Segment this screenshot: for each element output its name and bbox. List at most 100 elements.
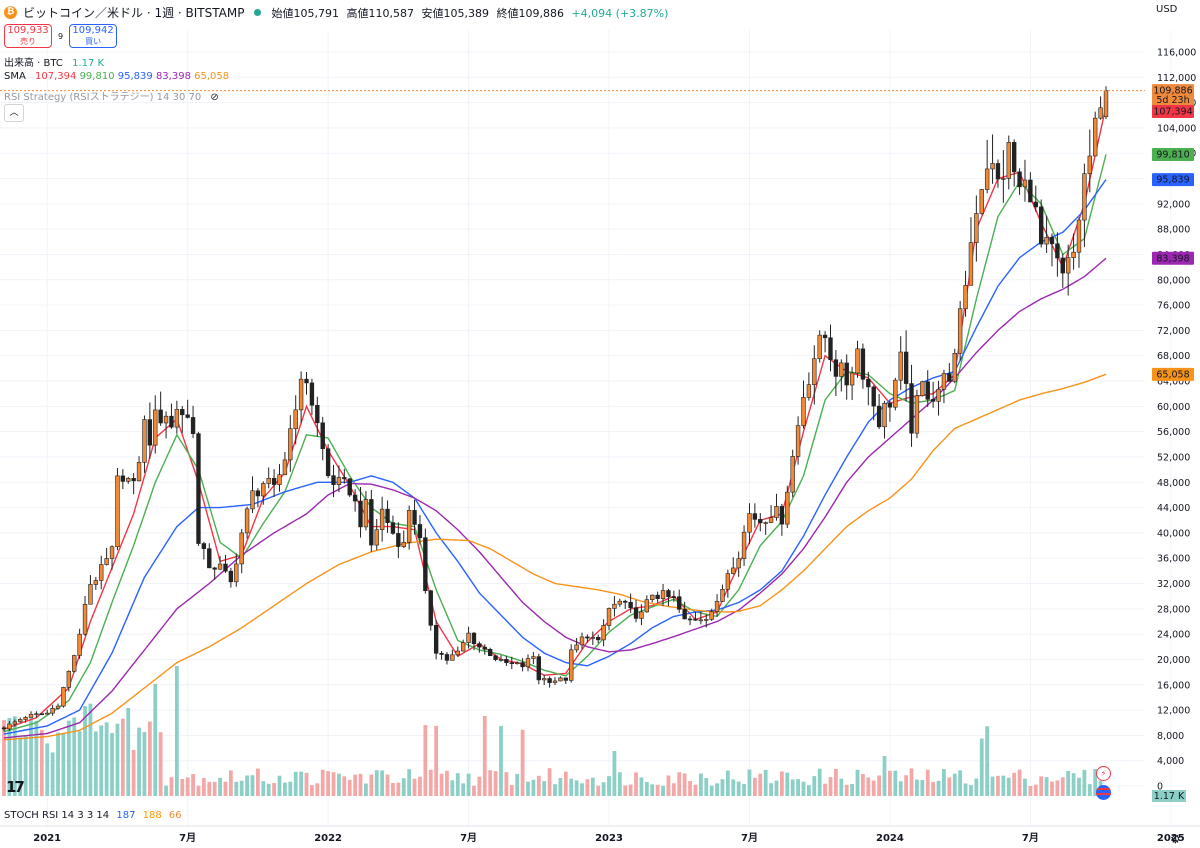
symbol-title[interactable]: ビットコイン／米ドル · 1週 · BITSTAMP [23,6,245,20]
candle-down [1049,237,1055,245]
candle-up [542,678,547,681]
price-tick-label: 20,000 [1157,655,1190,666]
time-axis[interactable]: 20217月20227月20237月20247月20257月 [0,825,1200,844]
volume-bar [1006,777,1011,796]
candle-down [304,378,309,384]
sma-3-tag [1152,173,1194,187]
candle-up [601,625,606,641]
currency-label[interactable]: USD [1156,4,1178,15]
price-tick-label: 60,000 [1157,402,1190,413]
volume-bar [996,775,1000,796]
volume-bar [758,773,763,796]
candle-down [930,399,936,402]
candlesticks [1,86,1109,732]
volume-bar [661,785,665,796]
candle-down [352,494,358,502]
volume-bar [623,785,628,796]
volume-bar [666,775,671,796]
candle-down [509,662,514,664]
candle-up [153,409,158,446]
candle-down [158,409,163,424]
chart-icons: ⚡ [1096,766,1111,800]
us-flag-icon[interactable] [1096,785,1111,800]
volume-bar [969,785,973,796]
time-tick-label: 2025 [1157,833,1185,844]
candle-up [1071,251,1076,258]
candle-up [460,642,466,652]
candle-up [531,656,536,659]
candle-down [120,475,126,482]
eye-hidden-icon[interactable]: ⊘ [210,92,219,103]
candle-up [266,478,271,484]
volume-bar [153,683,158,796]
candle-up [1044,237,1049,245]
sell-button[interactable]: 109,933 売り [4,24,52,48]
rsi-strategy-legend[interactable]: RSI Strategy (RSIストラテジー) 14 30 70 ⊘ [4,88,219,103]
volume-bar [77,731,82,796]
volume-bar [272,783,276,796]
volume-bar [596,785,601,796]
volume-bar [1033,784,1038,796]
price-tick-label: 16,000 [1157,680,1190,691]
volume-bar [617,772,622,796]
candle-down [358,500,363,528]
candle-up [34,713,39,716]
candle-down [412,510,417,525]
candle-up [763,522,768,524]
gear-icon[interactable]: ⚙ [1170,832,1181,846]
candle-up [952,353,957,382]
volume-bar [612,751,617,796]
candle-down [666,590,671,598]
candle-down [671,596,677,599]
volume-bar [504,772,509,796]
candle-down [444,654,450,661]
volume-bar [180,779,185,796]
low-label: 安値 [421,6,444,20]
candle-up [849,372,855,386]
volume-bar [644,781,649,796]
volume-bar [920,779,925,796]
volume-bar [304,772,309,796]
volume-bar [56,732,60,796]
candle-down [876,405,882,428]
volume-bar [164,785,168,796]
sma-legend[interactable]: SMA 107,394 99,810 95,839 83,398 65,058 [4,71,229,82]
candle-up [957,308,963,354]
volume-bar [99,725,104,796]
collapse-legend-button[interactable]: ︿ [4,104,24,122]
volume-bar [29,715,33,796]
volume-bar [1082,769,1087,796]
volume-bar [1055,780,1060,796]
candle-up [1103,90,1109,117]
time-tick-label: 7月 [179,832,196,844]
volume-legend[interactable]: 出来高 · BTC 1.17 K [4,54,104,69]
volume-bar [142,731,147,796]
volume-bar [769,783,773,796]
candle-down [677,596,682,610]
stoch-rsi-legend[interactable]: STOCH RSI 14 3 3 14 187 188 66 [4,810,182,821]
volume-bar [985,726,990,796]
candle-up [1093,117,1098,157]
candle-up [963,285,968,310]
sma-2-tag [1152,147,1194,161]
high-label: 高値 [346,6,369,20]
candle-up [109,546,115,559]
candle-down [687,618,693,621]
candle-down [909,383,914,434]
sma-4-tag-label: 83,398 [1156,253,1189,264]
candle-up [66,671,72,688]
volume-bar [445,770,449,796]
volume-bar [1012,772,1017,796]
volume-bar [256,768,260,796]
candle-up [336,477,342,485]
candle-down [866,378,871,388]
candle-down [196,433,201,544]
volume-bar [742,784,746,796]
volume-bar [834,768,838,796]
candle-down [887,402,893,408]
sma-2-value: 99,810 [79,71,115,82]
buy-button[interactable]: 109,942 買い [69,24,118,48]
volume-bar [283,782,287,796]
lightning-icon[interactable]: ⚡ [1096,766,1111,781]
